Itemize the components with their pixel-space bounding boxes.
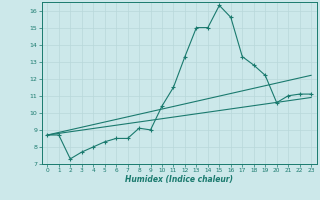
X-axis label: Humidex (Indice chaleur): Humidex (Indice chaleur) — [125, 175, 233, 184]
